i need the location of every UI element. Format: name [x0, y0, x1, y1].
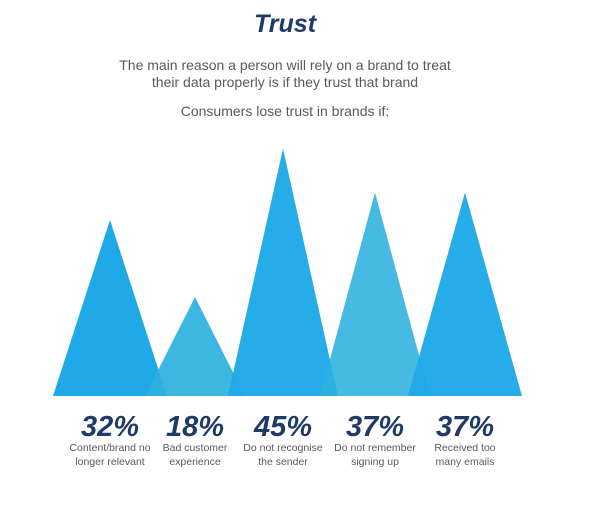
peak-1 — [53, 220, 167, 396]
category-label-3-line-2: the sender — [258, 456, 308, 468]
category-label-4-line-2: signing up — [351, 456, 399, 468]
category-label-5-line-1: Received too — [434, 442, 495, 454]
category-label-3-line-1: Do not recognise — [243, 442, 323, 454]
category-label-1-line-1: Content/brand no — [69, 442, 150, 454]
value-label-3: 45% — [253, 411, 312, 443]
labels-group: 32%Content/brand no longer relevant 18%Bad… — [69, 411, 495, 468]
category-label-5-line-2: many emails — [436, 456, 495, 468]
page-title: Trust — [253, 10, 317, 38]
subtitle-line-1: The main reason a person will rely on a … — [119, 57, 451, 73]
peak-2 — [145, 297, 245, 396]
peak-3 — [228, 148, 338, 396]
peak-5 — [408, 192, 522, 396]
category-label-4-line-1: Do not remember — [334, 442, 416, 454]
category-label-2-line-1: Bad customer — [163, 442, 228, 454]
value-label-2: 18% — [166, 411, 224, 443]
value-label-4: 37% — [346, 411, 404, 443]
subtitle-line-2: their data properly is if they trust tha… — [151, 74, 419, 90]
peak-4 — [320, 192, 430, 396]
peaks-group — [53, 148, 522, 396]
category-label-2-line-2: experience — [169, 456, 221, 468]
value-label-1: 32% — [81, 411, 139, 443]
value-label-5: 37% — [436, 411, 494, 443]
chart-intro: Consumers lose trust in brands if: — [180, 103, 390, 119]
category-label-1-line-2: longer relevant — [75, 456, 145, 468]
subtitle: The main reason a person will rely on a … — [105, 57, 465, 91]
